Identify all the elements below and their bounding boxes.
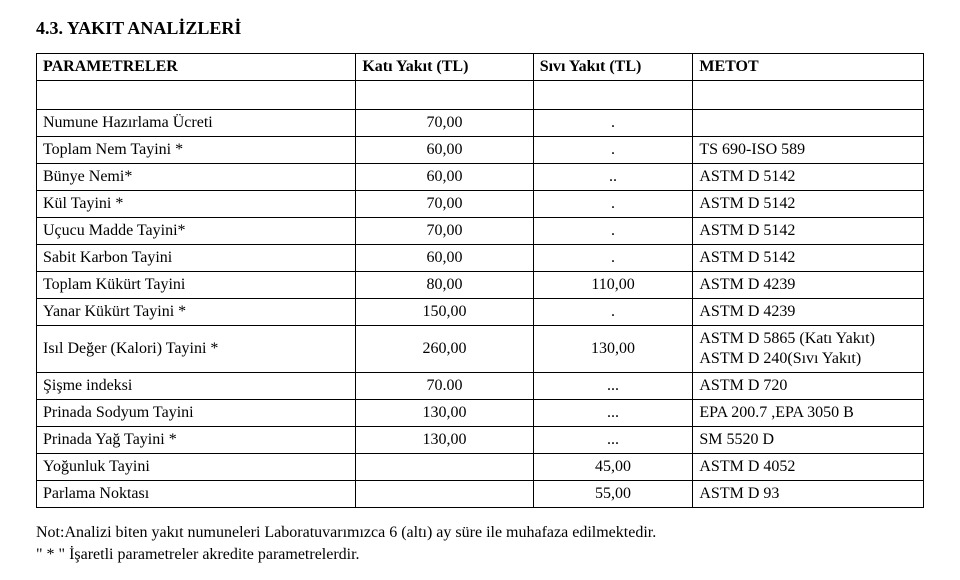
cell-kati: 150,00 xyxy=(356,299,533,326)
table-row: Bünye Nemi* 60,00 .. ASTM D 5142 xyxy=(37,164,924,191)
cell-sivi: . xyxy=(533,299,693,326)
cell-kati: 70,00 xyxy=(356,110,533,137)
cell-param: Toplam Nem Tayini * xyxy=(37,137,356,164)
table-row: Yanar Kükürt Tayini * 150,00 . ASTM D 42… xyxy=(37,299,924,326)
table-row: Şişme indeksi 70.00 ... ASTM D 720 xyxy=(37,373,924,400)
table-row: Sabit Karbon Tayini 60,00 . ASTM D 5142 xyxy=(37,245,924,272)
cell-param: Isıl Değer (Kalori) Tayini * xyxy=(37,326,356,373)
cell-kati: 70.00 xyxy=(356,373,533,400)
cell-kati: 130,00 xyxy=(356,427,533,454)
cell-sivi: 55,00 xyxy=(533,481,693,508)
table-row: Prinada Sodyum Tayini 130,00 ... EPA 200… xyxy=(37,400,924,427)
cell-kati xyxy=(356,454,533,481)
cell-param: Sabit Karbon Tayini xyxy=(37,245,356,272)
cell-kati: 130,00 xyxy=(356,400,533,427)
table-row: Kül Tayini * 70,00 . ASTM D 5142 xyxy=(37,191,924,218)
cell-metot: ASTM D 4239 xyxy=(693,272,924,299)
cell-kati xyxy=(356,481,533,508)
header-sivi: Sıvı Yakıt (TL) xyxy=(533,54,693,81)
fuel-analysis-table: PARAMETRELER Katı Yakıt (TL) Sıvı Yakıt … xyxy=(36,53,924,508)
cell-param: Şişme indeksi xyxy=(37,373,356,400)
cell-metot xyxy=(693,110,924,137)
cell-sivi: . xyxy=(533,110,693,137)
cell-kati: 60,00 xyxy=(356,245,533,272)
cell-metot: EPA 200.7 ,EPA 3050 B xyxy=(693,400,924,427)
header-metot: METOT xyxy=(693,54,924,81)
cell-metot: TS 690-ISO 589 xyxy=(693,137,924,164)
cell-kati: 70,00 xyxy=(356,218,533,245)
cell-param: Kül Tayini * xyxy=(37,191,356,218)
cell-sivi: ... xyxy=(533,400,693,427)
table-row: Prinada Yağ Tayini * 130,00 ... SM 5520 … xyxy=(37,427,924,454)
table-row: Yoğunluk Tayini 45,00 ASTM D 4052 xyxy=(37,454,924,481)
cell-metot: ASTM D 4239 xyxy=(693,299,924,326)
cell-kati: 260,00 xyxy=(356,326,533,373)
header-kati: Katı Yakıt (TL) xyxy=(356,54,533,81)
cell-metot: ASTM D 5142 xyxy=(693,164,924,191)
cell-sivi: . xyxy=(533,191,693,218)
cell-param: Numune Hazırlama Ücreti xyxy=(37,110,356,137)
cell-param: Prinada Yağ Tayini * xyxy=(37,427,356,454)
cell-sivi: ... xyxy=(533,427,693,454)
footnote-line2: " * " İşaretli parametreler akredite par… xyxy=(36,544,924,566)
cell-kati: 60,00 xyxy=(356,137,533,164)
cell-kati: 80,00 xyxy=(356,272,533,299)
cell-metot: ASTM D 4052 xyxy=(693,454,924,481)
header-param: PARAMETRELER xyxy=(37,54,356,81)
table-row: Toplam Nem Tayini * 60,00 . TS 690-ISO 5… xyxy=(37,137,924,164)
cell-metot: ASTM D 93 xyxy=(693,481,924,508)
section-title: 4.3. YAKIT ANALİZLERİ xyxy=(36,18,924,39)
table-row: Toplam Kükürt Tayini 80,00 110,00 ASTM D… xyxy=(37,272,924,299)
cell-param: Bünye Nemi* xyxy=(37,164,356,191)
table-row: Isıl Değer (Kalori) Tayini * 260,00 130,… xyxy=(37,326,924,373)
cell-param: Uçucu Madde Tayini* xyxy=(37,218,356,245)
cell-metot: ASTM D 5142 xyxy=(693,245,924,272)
cell-sivi: ... xyxy=(533,373,693,400)
blank-row xyxy=(37,81,924,110)
cell-param: Prinada Sodyum Tayini xyxy=(37,400,356,427)
cell-param: Parlama Noktası xyxy=(37,481,356,508)
footnote: Not:Analizi biten yakıt numuneleri Labor… xyxy=(36,522,924,565)
cell-param: Yanar Kükürt Tayini * xyxy=(37,299,356,326)
footnote-line1: Not:Analizi biten yakıt numuneleri Labor… xyxy=(36,522,924,544)
cell-kati: 60,00 xyxy=(356,164,533,191)
cell-sivi: 45,00 xyxy=(533,454,693,481)
cell-metot: ASTM D 720 xyxy=(693,373,924,400)
table-header-row: PARAMETRELER Katı Yakıt (TL) Sıvı Yakıt … xyxy=(37,54,924,81)
cell-sivi: .. xyxy=(533,164,693,191)
cell-sivi: . xyxy=(533,137,693,164)
cell-sivi: . xyxy=(533,218,693,245)
cell-metot: ASTM D 5865 (Katı Yakıt)ASTM D 240(Sıvı … xyxy=(693,326,924,373)
cell-metot: SM 5520 D xyxy=(693,427,924,454)
table-row: Uçucu Madde Tayini* 70,00 . ASTM D 5142 xyxy=(37,218,924,245)
cell-metot: ASTM D 5142 xyxy=(693,218,924,245)
table-row: Numune Hazırlama Ücreti 70,00 . xyxy=(37,110,924,137)
table-row: Parlama Noktası 55,00 ASTM D 93 xyxy=(37,481,924,508)
cell-metot: ASTM D 5142 xyxy=(693,191,924,218)
cell-param: Toplam Kükürt Tayini xyxy=(37,272,356,299)
cell-kati: 70,00 xyxy=(356,191,533,218)
cell-sivi: 130,00 xyxy=(533,326,693,373)
cell-sivi: 110,00 xyxy=(533,272,693,299)
cell-param: Yoğunluk Tayini xyxy=(37,454,356,481)
cell-sivi: . xyxy=(533,245,693,272)
